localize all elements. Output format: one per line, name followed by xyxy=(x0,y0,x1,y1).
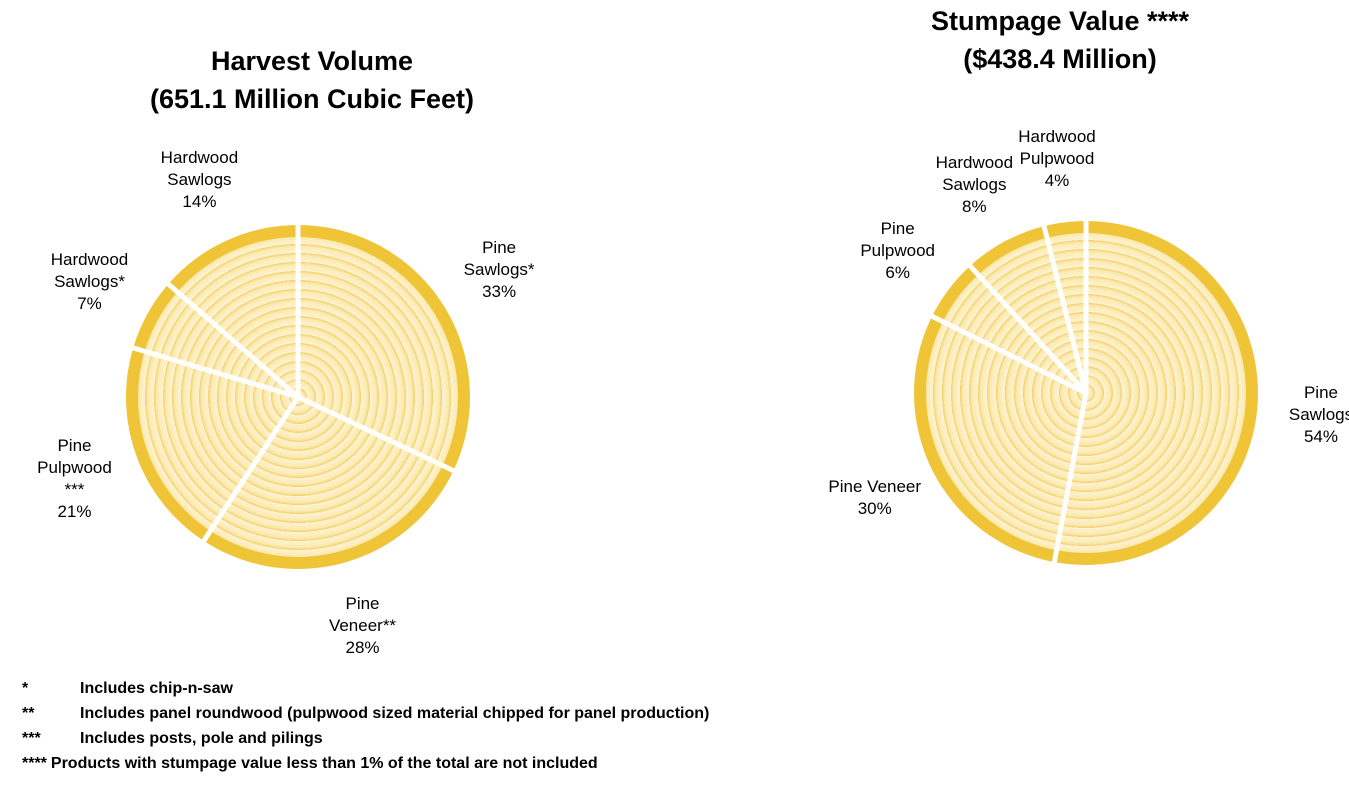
slice-label: Pine Pulpwood *** 21% xyxy=(37,435,112,523)
slice-category: Pine Sawlogs xyxy=(1288,382,1349,424)
slice-value: 54% xyxy=(1303,426,1338,446)
pie-slice xyxy=(177,237,298,397)
slice-gap xyxy=(163,279,300,399)
slice-label: Pine Sawlogs 54% xyxy=(1289,382,1349,448)
footnote-marker: ** xyxy=(22,705,35,722)
slice-label: Pine Pulpwood 6% xyxy=(860,218,935,284)
pie-slice xyxy=(926,321,1086,551)
slice-value: 30% xyxy=(857,499,892,519)
footnote: ** Includes panel roundwood (pulpwood siz… xyxy=(22,701,709,726)
slice-category: Hardwood Sawlogs xyxy=(160,148,239,190)
slice-value: 33% xyxy=(482,281,517,301)
pie-slice xyxy=(138,351,298,531)
footnote-text: Products with stumpage value less than 1… xyxy=(50,755,598,772)
slice-value: 14% xyxy=(182,192,217,212)
footnote-marker: * xyxy=(22,680,29,697)
footnote: * Includes chip-n-saw xyxy=(22,676,709,701)
pie-slice xyxy=(978,237,1086,393)
slice-label: Pine Veneer** 28% xyxy=(329,593,396,659)
slice-label: Pine Sawlogs* 33% xyxy=(464,237,535,303)
slice-label: Hardwood Sawlogs 14% xyxy=(161,147,239,213)
slice-value: 8% xyxy=(962,197,987,217)
slice-label: Hardwood Sawlogs* 7% xyxy=(51,249,129,315)
chart-title: Harvest Volume (651.1 Million Cubic Feet… xyxy=(149,46,475,114)
slice-category: Pine Veneer xyxy=(828,477,922,497)
slice-label: Hardwood Pulpwood 4% xyxy=(1018,126,1096,192)
slice-gap xyxy=(965,261,1088,395)
footnote-text: Includes posts, pole and pilings xyxy=(80,730,323,747)
pie-slice xyxy=(942,274,1086,393)
chart-title: Stumpage Value **** ($438.4 Million) xyxy=(930,6,1190,74)
slice-category: Hardwood Sawlogs* xyxy=(50,250,129,292)
slice-label: Hardwood Sawlogs 8% xyxy=(936,152,1014,218)
footnote-text: Includes panel roundwood (pulpwood sized… xyxy=(80,705,710,722)
footnote-marker: *** xyxy=(22,730,41,747)
slice-category: Pine Sawlogs* xyxy=(463,237,535,279)
slice-value: 21% xyxy=(57,501,92,521)
slice-gap xyxy=(128,344,299,400)
slice-value: 28% xyxy=(345,638,380,658)
pie-slice xyxy=(298,237,459,466)
footnote: *** Includes posts, pole and pilings xyxy=(22,726,709,751)
pie-slice xyxy=(144,291,298,397)
slice-category: Pine Pulpwood *** xyxy=(37,435,112,499)
footnote-marker: **** xyxy=(22,755,47,772)
slice-value: 6% xyxy=(885,262,910,282)
slice-category: Hardwood Sawlogs xyxy=(935,153,1014,195)
slice-gap xyxy=(1051,392,1089,567)
slice-value: 7% xyxy=(77,294,102,314)
slice-category: Hardwood Pulpwood xyxy=(1018,126,1096,168)
slice-gap xyxy=(1040,221,1089,394)
slice-gap xyxy=(296,394,459,475)
pie-slice xyxy=(210,397,443,557)
footnotes: * Includes chip-n-saw ** Includes panel ro… xyxy=(22,676,709,776)
slice-value: 4% xyxy=(1044,170,1070,190)
footnote: **** Products with stumpage value less th… xyxy=(22,751,709,776)
slice-gap xyxy=(199,395,301,546)
pie-slice xyxy=(1056,233,1246,553)
slice-gap xyxy=(927,312,1088,396)
slice-category: Pine Pulpwood xyxy=(860,218,935,260)
footnote-text: Includes chip-n-saw xyxy=(80,680,233,697)
slice-label: Pine Veneer 30% xyxy=(828,476,921,520)
slice-category: Pine Veneer** xyxy=(328,594,397,636)
